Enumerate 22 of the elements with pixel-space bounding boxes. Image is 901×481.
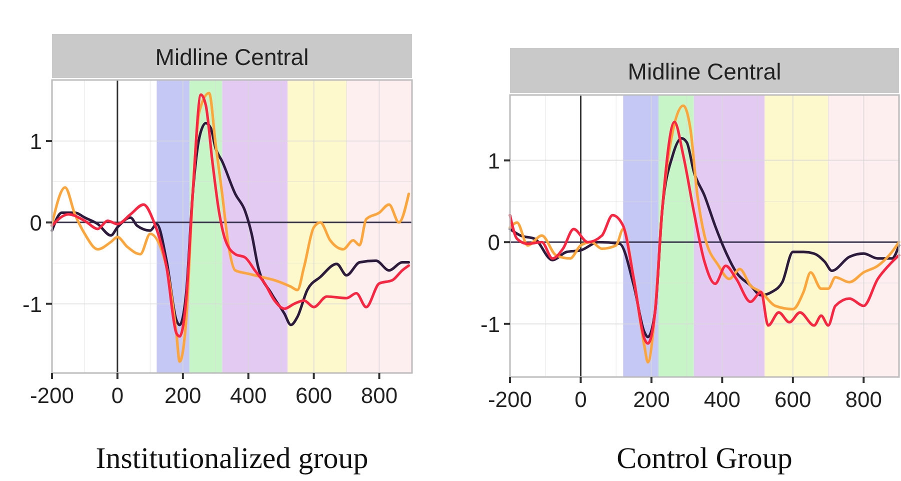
x-tick-label: 600 (295, 383, 332, 408)
x-tick-label: 400 (230, 383, 267, 408)
x-tick-label: 600 (774, 387, 812, 412)
x-tick-label: 800 (360, 383, 398, 408)
y-tick-label: -1 (22, 292, 42, 317)
x-tick-label: -200 (488, 387, 532, 412)
y-tick-label: 1 (488, 148, 500, 174)
y-tick-label: 0 (488, 230, 500, 256)
y-tick-label: 1 (30, 129, 42, 154)
x-tick-label: 0 (574, 387, 587, 412)
y-tick-label: 0 (30, 210, 42, 236)
x-axis-title: Control Group (616, 442, 792, 475)
x-tick-label: 0 (111, 383, 124, 408)
x-axis-title: Institutionalized group (96, 442, 368, 475)
x-tick-label: 200 (164, 383, 202, 408)
chart-title: Midline Central (628, 58, 782, 84)
x-tick-label: 200 (633, 387, 670, 412)
x-tick-label: 800 (845, 387, 882, 412)
x-tick-label: 400 (704, 387, 741, 412)
chart-title: Midline Central (155, 44, 309, 70)
x-tick-label: -200 (30, 383, 74, 408)
y-tick-label: -1 (480, 312, 500, 337)
